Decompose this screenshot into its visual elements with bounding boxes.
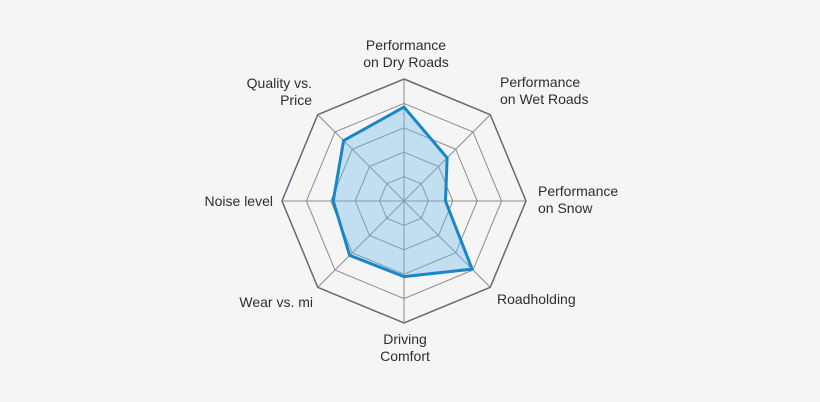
axis-label-quality-vs-price: Quality vs. Price — [246, 75, 312, 108]
axis-label-performance-snow: Performance on Snow — [538, 183, 619, 216]
axis-spoke-5 — [317, 200, 405, 288]
axis-label-driving-comfort: Driving Comfort — [380, 331, 430, 364]
data-polygon — [331, 105, 474, 279]
axis-spoke-3 — [403, 200, 491, 288]
axis-spoke-7 — [317, 114, 405, 202]
axis-label-noise-level: Noise level — [204, 193, 273, 209]
axis-label-performance-wet-roads: Performance on Wet Roads — [500, 74, 589, 107]
axis-label-performance-dry-roads: Performance on Dry Roads — [363, 37, 449, 70]
axis-label-wear-vs-mi: Wear vs. mi — [239, 294, 313, 310]
axis-label-roadholding: Roadholding — [497, 291, 576, 307]
